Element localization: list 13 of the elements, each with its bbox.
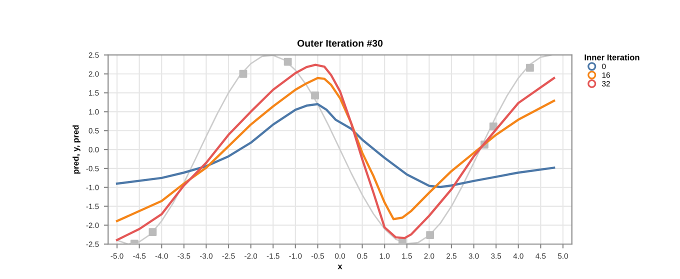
point: [148, 228, 157, 236]
point: [489, 122, 498, 130]
point: [284, 58, 292, 66]
point: [526, 64, 534, 72]
y-axis-title: pred, y, pred: [72, 125, 80, 174]
point: [311, 91, 319, 100]
line-series: [116, 103, 556, 188]
chart-title: Outer Iteration #30: [297, 40, 383, 47]
line-series: [116, 76, 556, 222]
point: [426, 231, 434, 239]
x-axis-title: x: [338, 264, 342, 270]
legend-title: Inner Iteration: [584, 54, 640, 60]
point: [239, 70, 248, 78]
